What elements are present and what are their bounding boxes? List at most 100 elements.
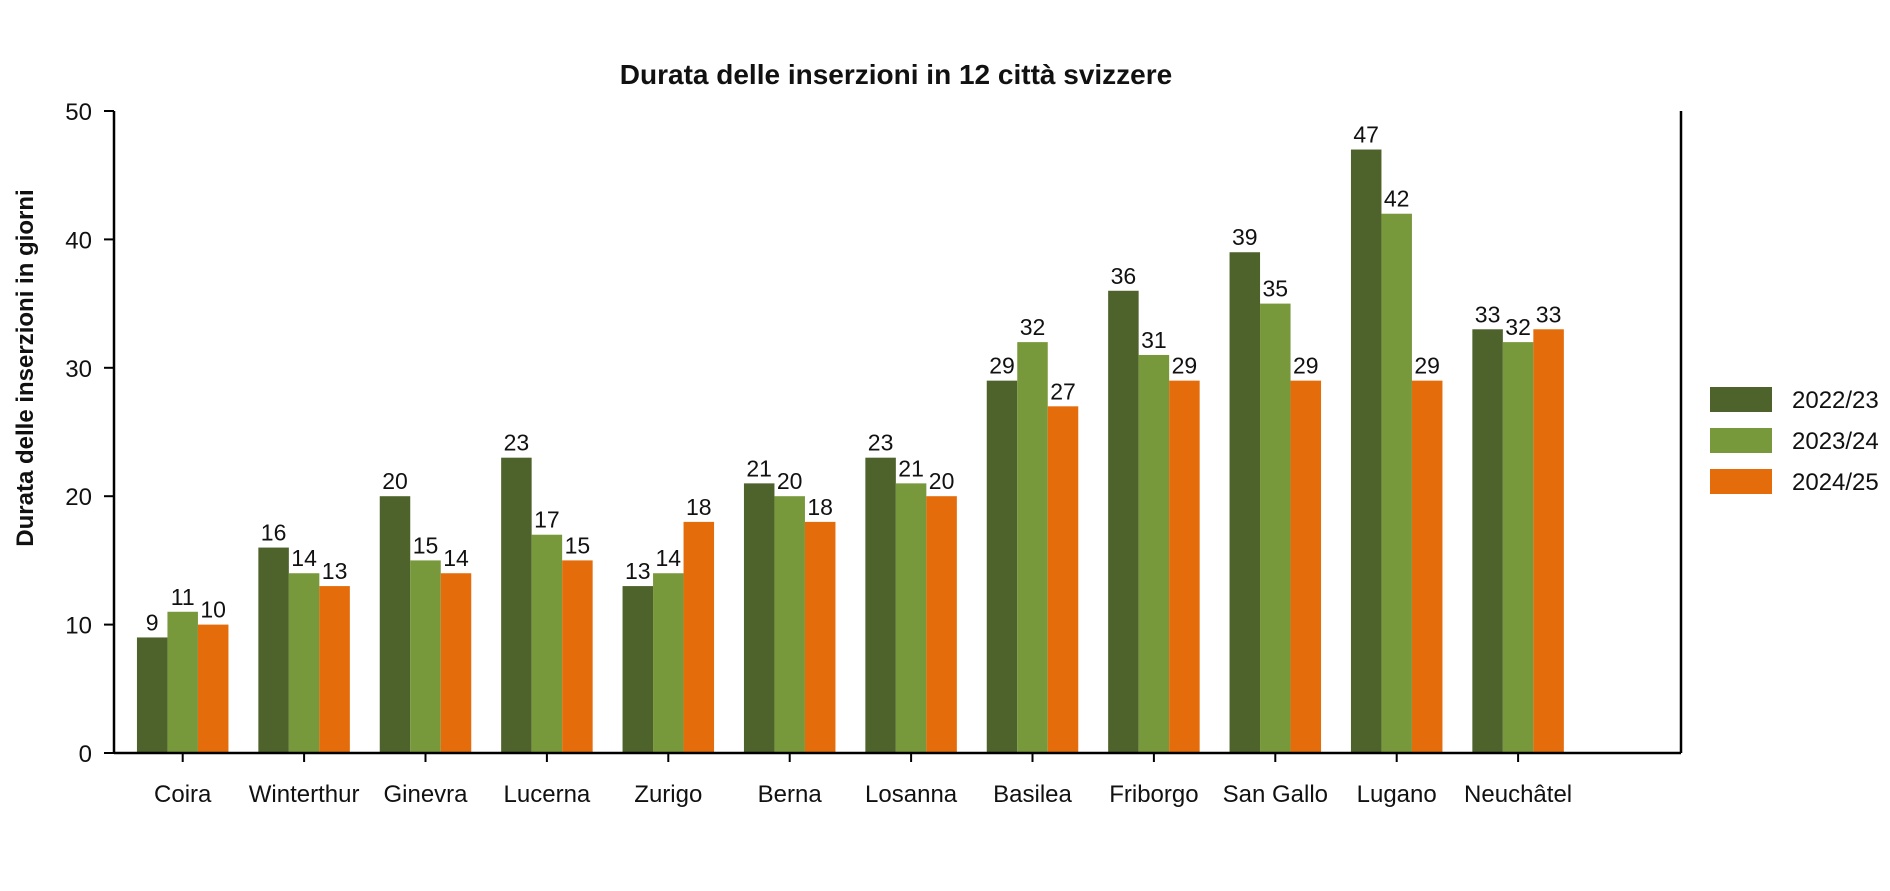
data-label-lucerna-series-2: 17 <box>534 507 560 533</box>
bar-neuch-tel-series-2 <box>1502 342 1534 753</box>
bar-zurigo-series-2 <box>653 573 684 753</box>
bar-ginevra-series-1 <box>379 496 411 753</box>
data-label-ginevra-series-1: 20 <box>382 468 408 494</box>
bar-ginevra-series-2 <box>410 560 441 753</box>
bar-lugano-series-2 <box>1381 213 1412 754</box>
data-label-zurigo-series-2: 14 <box>656 545 682 571</box>
data-label-berna-series-1: 21 <box>746 455 772 481</box>
y-tick-label: 40 <box>65 227 92 254</box>
legend-label-1: 2022/23 <box>1792 387 1879 414</box>
y-tick-label: 0 <box>79 741 92 768</box>
bar-san-gallo-series-1 <box>1229 252 1261 754</box>
data-label-zurigo-series-1: 13 <box>625 558 651 584</box>
data-label-friborgo-series-1: 36 <box>1111 263 1137 289</box>
y-axis-label: Durata delle inserzioni in giorni <box>12 189 39 546</box>
data-label-friborgo-series-2: 31 <box>1141 327 1167 353</box>
data-label-coira-series-3: 10 <box>200 597 226 623</box>
bar-san-gallo-series-3 <box>1290 380 1322 753</box>
x-tick-label: Coira <box>154 781 212 808</box>
data-label-neuch-tel-series-1: 33 <box>1475 301 1501 327</box>
x-tick-label: Friborgo <box>1109 781 1198 808</box>
data-label-neuch-tel-series-3: 33 <box>1536 301 1562 327</box>
bar-coira-series-2 <box>167 611 198 753</box>
data-label-winterthur-series-3: 13 <box>322 558 348 584</box>
x-tick-label: Losanna <box>865 781 958 808</box>
data-label-losanna-series-3: 20 <box>929 468 955 494</box>
bar-neuch-tel-series-1 <box>1472 329 1503 753</box>
legend-swatch-1 <box>1710 387 1772 412</box>
x-tick-label: Lucerna <box>504 781 591 808</box>
data-label-coira-series-2: 11 <box>171 584 195 610</box>
bar-winterthur-series-2 <box>288 573 320 753</box>
bar-lucerna-series-1 <box>501 457 532 753</box>
bar-san-gallo-series-2 <box>1260 303 1291 753</box>
bar-lugano-series-3 <box>1411 380 1443 753</box>
bar-berna-series-1 <box>743 483 775 753</box>
data-label-berna-series-2: 20 <box>777 468 803 494</box>
data-label-san-gallo-series-3: 29 <box>1293 353 1319 379</box>
y-tick-label: 50 <box>65 99 92 126</box>
bar-winterthur-series-1 <box>258 547 289 753</box>
data-label-friborgo-series-3: 29 <box>1172 353 1198 379</box>
data-label-losanna-series-1: 23 <box>868 430 894 456</box>
data-label-berna-series-3: 18 <box>807 494 833 520</box>
axes-layer: Coira Winterthur Ginevra Lucerna Zurigo Berna… <box>65 99 1683 808</box>
data-label-lucerna-series-3: 15 <box>565 532 591 558</box>
bar-coira-series-3 <box>197 624 229 753</box>
bar-coira-series-1 <box>136 637 168 753</box>
bar-winterthur-series-3 <box>319 586 350 753</box>
bar-berna-series-2 <box>774 496 805 753</box>
legend-label-3: 2024/25 <box>1792 469 1879 496</box>
bar-lucerna-series-3 <box>562 560 593 753</box>
data-label-lucerna-series-1: 23 <box>504 430 530 456</box>
bar-losanna-series-3 <box>926 496 957 753</box>
data-label-ginevra-series-3: 14 <box>443 545 469 571</box>
x-tick-label: Zurigo <box>634 781 702 808</box>
data-label-coira-series-1: 9 <box>146 609 159 635</box>
legend-swatch-2 <box>1710 428 1772 453</box>
bar-lucerna-series-2 <box>531 534 563 753</box>
data-label-winterthur-series-1: 16 <box>261 520 287 546</box>
x-tick-label: Berna <box>758 781 823 808</box>
bar-neuch-tel-series-3 <box>1533 329 1564 753</box>
data-label-losanna-series-2: 21 <box>898 455 924 481</box>
data-label-lugano-series-3: 29 <box>1414 353 1440 379</box>
x-tick-label: San Gallo <box>1223 781 1328 808</box>
bar-zurigo-series-3 <box>683 521 715 753</box>
chart-title: Durata delle inserzioni in 12 città sviz… <box>620 59 1172 90</box>
bar-friborgo-series-3 <box>1169 380 1200 753</box>
data-label-ginevra-series-2: 15 <box>413 532 439 558</box>
data-label-lugano-series-2: 42 <box>1384 186 1410 212</box>
legend-swatch-3 <box>1710 469 1772 494</box>
bar-lugano-series-1 <box>1350 149 1382 753</box>
legend: 2022/23 2023/24 2024/25 <box>1710 387 1879 496</box>
data-label-winterthur-series-2: 14 <box>291 545 317 571</box>
data-label-lugano-series-1: 47 <box>1353 122 1379 148</box>
bar-basilea-series-3 <box>1047 406 1079 753</box>
bar-losanna-series-1 <box>865 457 896 753</box>
x-tick-label: Ginevra <box>383 781 468 808</box>
data-label-basilea-series-1: 29 <box>989 353 1015 379</box>
bar-ginevra-series-3 <box>440 573 472 753</box>
data-label-san-gallo-series-2: 35 <box>1263 276 1289 302</box>
bar-basilea-series-1 <box>986 380 1018 753</box>
x-tick-label: Lugano <box>1357 781 1437 808</box>
legend-label-2: 2023/24 <box>1792 428 1879 455</box>
bar-friborgo-series-2 <box>1138 354 1170 753</box>
x-tick-label: Neuchâtel <box>1464 781 1572 808</box>
bar-losanna-series-2 <box>895 483 927 753</box>
y-tick-label: 30 <box>65 356 92 383</box>
data-label-san-gallo-series-1: 39 <box>1232 224 1258 250</box>
y-tick-label: 20 <box>65 484 92 511</box>
data-label-basilea-series-2: 32 <box>1020 314 1046 340</box>
x-tick-label: Winterthur <box>249 781 360 808</box>
bar-basilea-series-2 <box>1017 342 1048 753</box>
bar-friborgo-series-1 <box>1108 290 1139 753</box>
bars-layer <box>136 149 1564 754</box>
data-label-basilea-series-3: 27 <box>1050 378 1076 404</box>
data-label-neuch-tel-series-2: 32 <box>1505 314 1531 340</box>
x-tick-label: Basilea <box>993 781 1072 808</box>
